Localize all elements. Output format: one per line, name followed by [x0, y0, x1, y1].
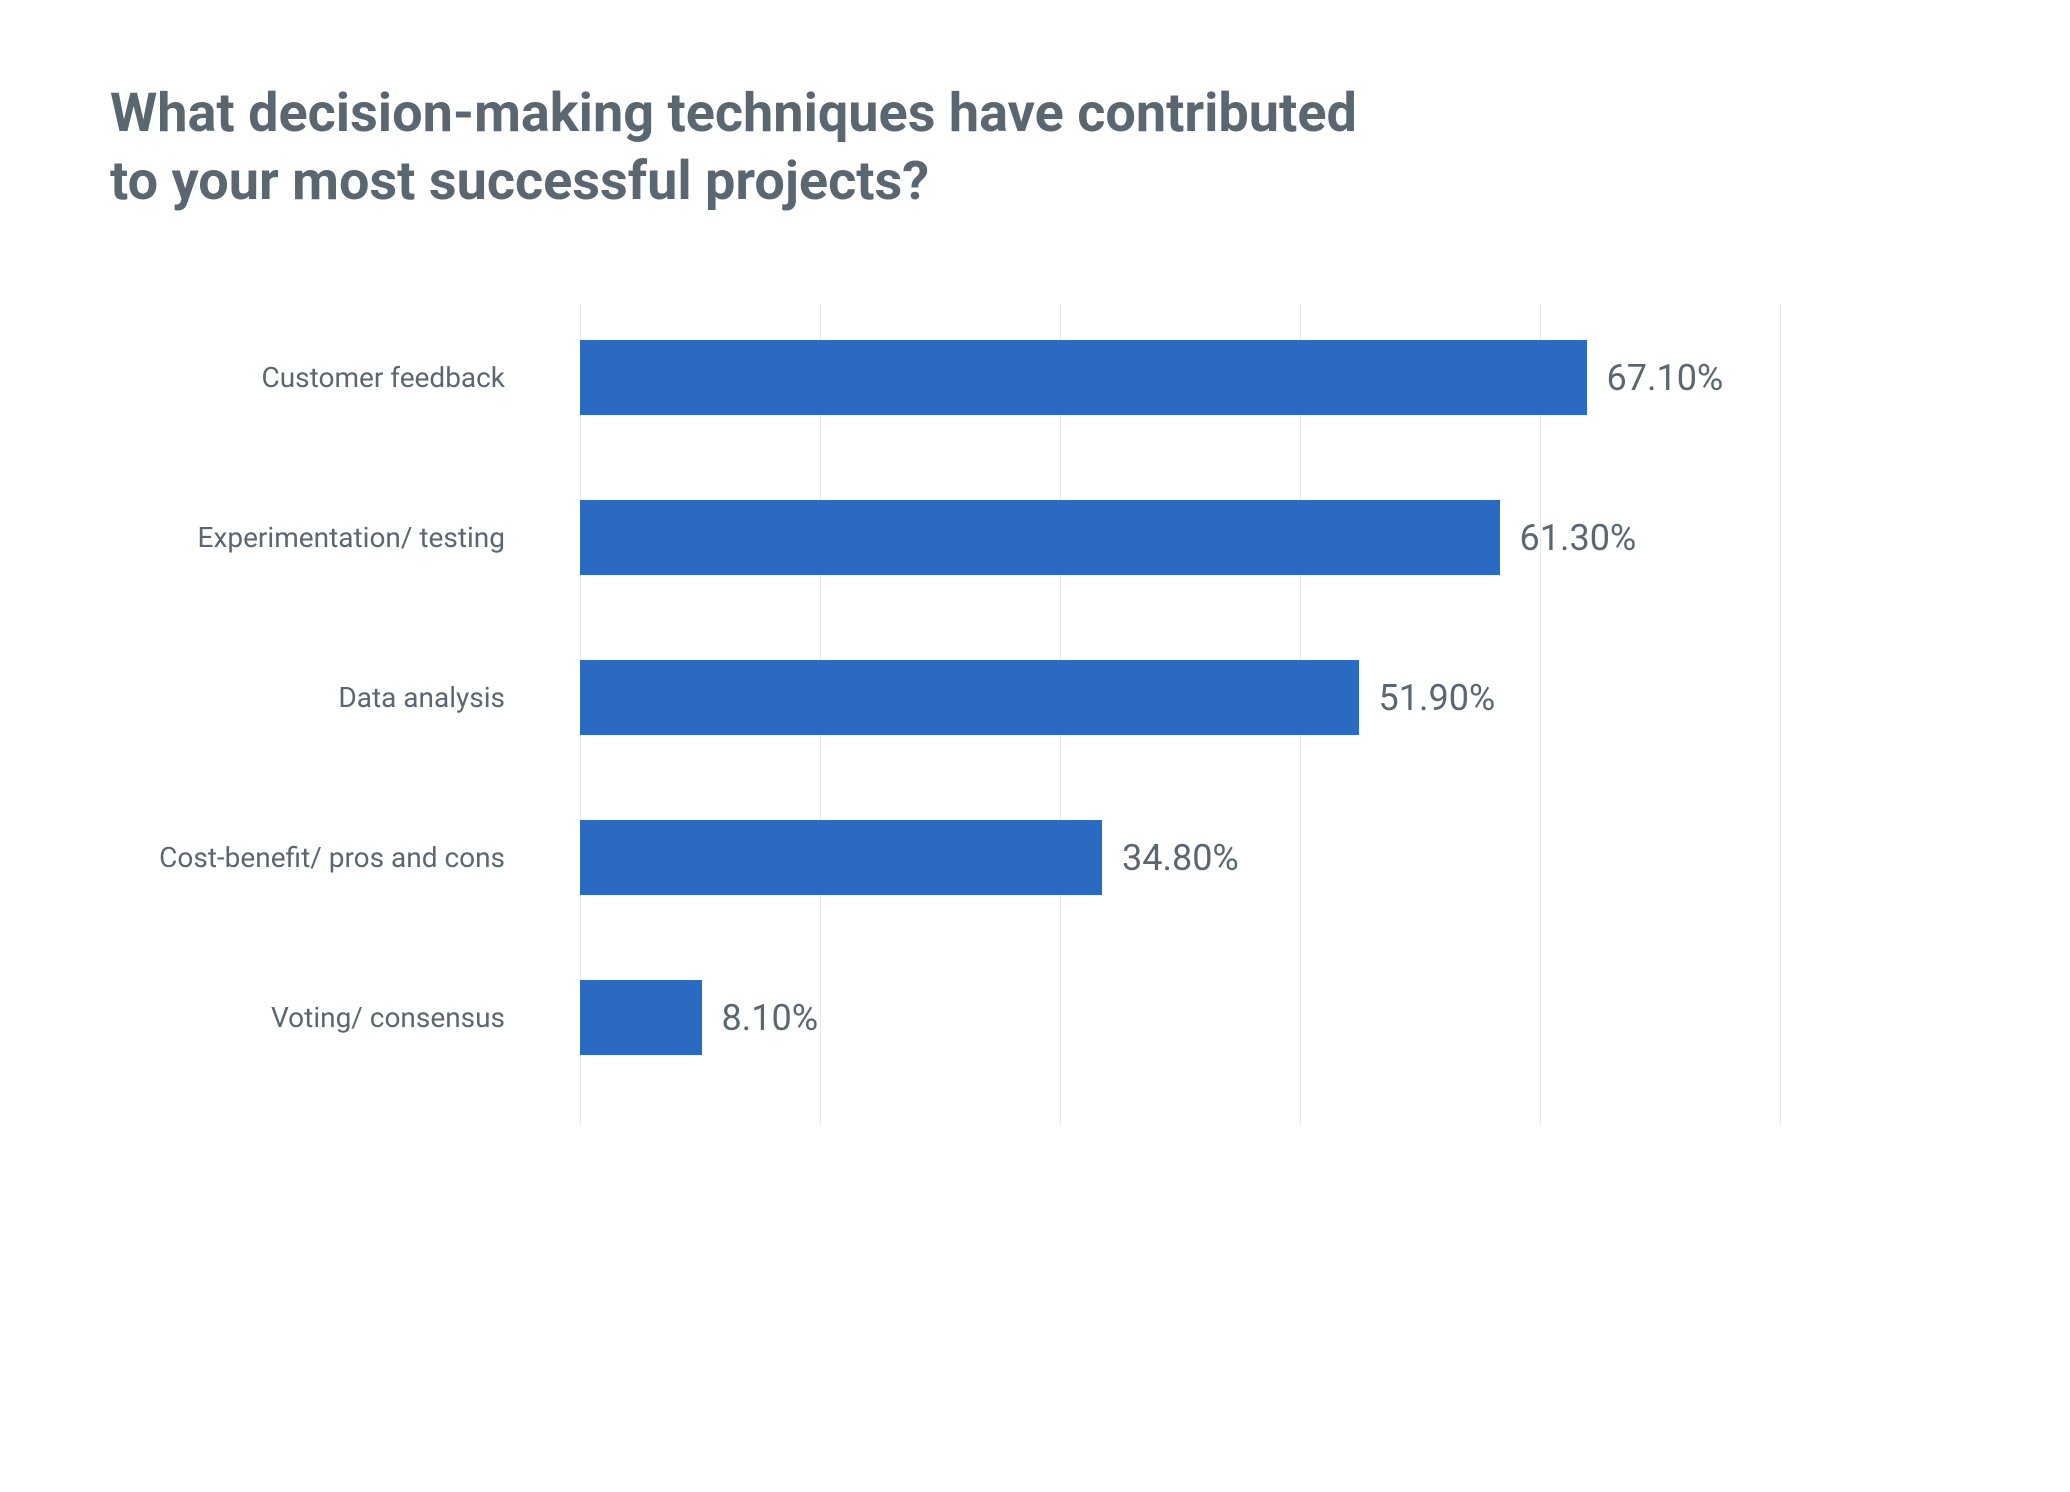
chart-plot-area: Customer feedback67.10% Experimentation/ …: [580, 305, 1780, 1125]
bar-label: Voting/ consensus: [85, 1001, 505, 1034]
chart-title: What decision-making techniques have con…: [110, 80, 1970, 215]
bar: [580, 660, 1359, 735]
bar-label: Data analysis: [85, 681, 505, 714]
chart-container: Customer feedback67.10% Experimentation/ …: [140, 305, 1840, 1125]
bar-label: Experimentation/ testing: [85, 521, 505, 554]
bar-value: 51.90%: [1379, 677, 1496, 719]
chart-row: Experimentation/ testing61.30%: [580, 500, 1780, 575]
chart-row: Cost-benefit/ pros and cons34.80%: [580, 820, 1780, 895]
bar-label: Customer feedback: [85, 361, 505, 394]
bar: [580, 980, 702, 1055]
chart-title-line1: What decision-making techniques have con…: [110, 82, 1357, 145]
bar-value: 34.80%: [1122, 837, 1239, 879]
chart-title-line2: to your most successful projects?: [110, 150, 929, 213]
bar-value: 8.10%: [722, 997, 819, 1039]
chart-row: Customer feedback67.10%: [580, 340, 1780, 415]
bar: [580, 500, 1500, 575]
bar-value: 67.10%: [1607, 357, 1724, 399]
bar: [580, 820, 1102, 895]
bar-value: 61.30%: [1520, 517, 1637, 559]
gridline: [1780, 305, 1781, 1125]
bar-label: Cost-benefit/ pros and cons: [85, 841, 505, 874]
chart-row: Data analysis51.90%: [580, 660, 1780, 735]
bar: [580, 340, 1587, 415]
chart-row: Voting/ consensus8.10%: [580, 980, 1780, 1055]
